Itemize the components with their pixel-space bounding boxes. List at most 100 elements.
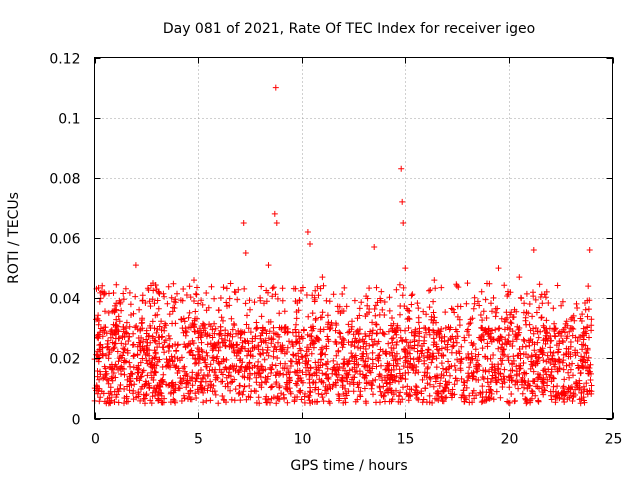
data-point (536, 281, 543, 288)
data-point (356, 379, 363, 386)
data-point (173, 347, 180, 354)
data-point (189, 382, 196, 389)
data-point (449, 386, 456, 393)
data-point (372, 321, 379, 328)
data-point (479, 374, 486, 381)
data-point (309, 292, 316, 299)
data-point (281, 308, 288, 315)
data-point (296, 336, 303, 342)
data-point (166, 311, 173, 318)
data-point (438, 337, 445, 344)
data-point (429, 356, 436, 363)
data-point (313, 369, 320, 376)
data-point (163, 356, 170, 363)
data-point (134, 351, 141, 358)
data-point (537, 346, 544, 353)
data-point (369, 349, 376, 356)
data-point (101, 398, 108, 405)
data-point (104, 343, 111, 350)
data-point (368, 385, 375, 392)
data-point (361, 374, 368, 381)
data-point (292, 285, 299, 292)
data-point (540, 357, 547, 364)
data-point (189, 369, 196, 376)
data-point (508, 377, 515, 384)
data-point (394, 324, 400, 331)
data-point (401, 347, 407, 353)
data-point (96, 376, 103, 383)
data-point (379, 329, 386, 336)
data-point (467, 320, 474, 326)
data-point (332, 327, 339, 334)
data-point (215, 358, 222, 365)
data-point (377, 388, 384, 395)
data-point (566, 328, 573, 335)
data-point (307, 389, 314, 396)
data-point (112, 322, 119, 329)
data-point (570, 312, 577, 319)
data-point (95, 358, 102, 365)
data-point (536, 385, 542, 392)
data-point (453, 339, 460, 346)
data-point (233, 330, 240, 337)
data-point (381, 374, 388, 381)
data-point (299, 354, 306, 361)
data-point (426, 304, 433, 311)
data-point (126, 323, 133, 330)
data-point (153, 286, 160, 293)
data-point (99, 288, 105, 295)
data-point (268, 366, 275, 372)
data-point (237, 397, 244, 404)
data-point (380, 330, 387, 337)
data-point (396, 281, 403, 288)
data-point (466, 392, 473, 399)
data-point (107, 328, 114, 335)
data-point (574, 362, 581, 369)
data-point (424, 365, 431, 372)
data-point (474, 357, 481, 364)
data-point (210, 357, 217, 364)
data-point (218, 314, 225, 321)
data-point (413, 384, 420, 391)
data-point (438, 326, 445, 332)
data-point (504, 324, 511, 331)
data-point (141, 395, 148, 402)
data-point (448, 394, 455, 401)
data-point (466, 321, 472, 327)
data-point (118, 307, 125, 314)
data-point (509, 338, 516, 345)
data-point (572, 349, 578, 356)
data-point (161, 293, 168, 300)
data-point (489, 327, 496, 334)
data-point (152, 388, 159, 395)
data-point (320, 398, 327, 405)
data-point (253, 319, 260, 326)
data-point (505, 291, 512, 298)
data-point (274, 393, 281, 400)
data-point (223, 299, 230, 306)
data-point (414, 348, 421, 355)
data-point (272, 84, 279, 91)
data-point (259, 346, 266, 353)
data-point (531, 347, 538, 354)
data-point (257, 294, 264, 301)
data-point (552, 333, 559, 340)
data-point (130, 330, 137, 337)
data-point (522, 317, 529, 324)
data-point (339, 291, 346, 297)
data-point (378, 362, 384, 369)
data-point (397, 327, 404, 334)
data-point (300, 379, 306, 386)
data-point (456, 322, 463, 329)
data-point (369, 356, 376, 363)
data-point (505, 332, 512, 339)
data-point (502, 336, 509, 343)
data-point (199, 384, 206, 391)
data-point (585, 283, 592, 290)
data-point (107, 384, 114, 391)
data-point (513, 378, 520, 385)
data-point (129, 371, 136, 378)
data-point (516, 274, 523, 281)
data-point (534, 328, 541, 335)
data-point (366, 306, 373, 312)
